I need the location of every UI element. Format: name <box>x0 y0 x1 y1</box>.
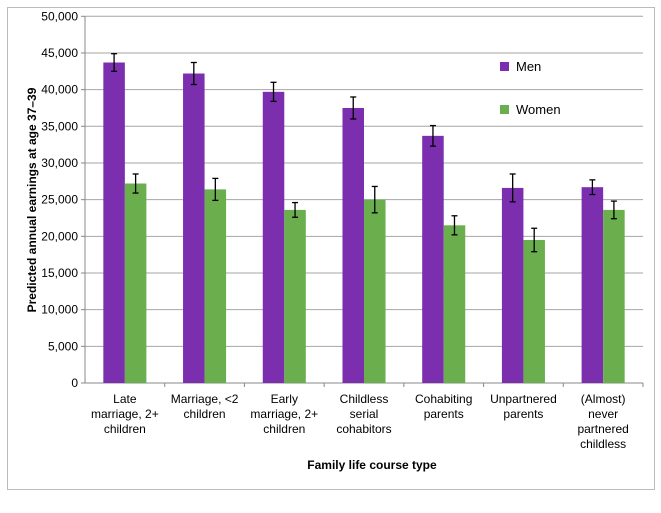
y-tick-label: 15,000 <box>41 266 78 280</box>
x-tick-label: Late <box>113 392 137 406</box>
x-tick-label: never <box>588 407 618 421</box>
bar-women <box>523 239 545 383</box>
x-tick-label: parents <box>503 407 543 421</box>
bar-women <box>284 209 306 383</box>
x-tick-label: children <box>184 407 226 421</box>
x-tick-label: Cohabiting <box>415 392 472 406</box>
x-tick-label: parents <box>424 407 464 421</box>
legend-swatch-men <box>500 62 509 71</box>
bar-women <box>603 209 625 383</box>
y-tick-label: 20,000 <box>41 229 78 243</box>
bar-men <box>262 91 285 383</box>
bar-men <box>183 73 205 384</box>
legend-label-women: Women <box>516 102 561 117</box>
x-tick-label: children <box>263 422 305 436</box>
x-tick-label: partnered <box>577 422 628 436</box>
y-tick-label: 5,000 <box>48 339 78 353</box>
x-tick-label: cohabitors <box>336 422 391 436</box>
x-tick-label: marriage, 2+ <box>91 407 159 421</box>
bar-men <box>342 107 364 383</box>
x-tick-label: children <box>104 422 146 436</box>
legend-label-men: Men <box>516 59 541 74</box>
bar-men <box>422 135 444 383</box>
y-tick-label: 50,000 <box>41 9 78 23</box>
y-tick-label: 10,000 <box>41 303 78 317</box>
y-tick-label: 25,000 <box>41 193 78 207</box>
bar-women <box>124 183 147 383</box>
bar-women <box>364 199 386 383</box>
y-tick-label: 45,000 <box>41 46 78 60</box>
x-tick-label: marriage, 2+ <box>250 407 318 421</box>
y-axis-label: Predicted annual earnings at age 37–39 <box>25 87 39 312</box>
x-tick-label: Childless <box>340 392 389 406</box>
bar-men <box>501 187 524 383</box>
y-tick-label: 30,000 <box>41 156 78 170</box>
bar-men <box>581 187 604 383</box>
x-tick-label: childless <box>580 437 626 451</box>
x-axis-label: Family life course type <box>307 458 437 472</box>
y-tick-label: 40,000 <box>41 83 78 97</box>
x-tick-label: Unpartnered <box>490 392 557 406</box>
legend: Men Women <box>500 59 561 117</box>
y-tick-label: 35,000 <box>41 119 78 133</box>
y-tick-label: 0 <box>71 376 78 390</box>
bar-women <box>443 225 466 383</box>
x-tick-label: Early <box>271 392 298 406</box>
bar-men <box>103 62 125 383</box>
x-tick-label: (Almost) <box>581 392 626 406</box>
x-tick-label: Marriage, <2 <box>171 392 239 406</box>
bar-women <box>204 189 227 383</box>
x-tick-label: serial <box>350 407 379 421</box>
legend-swatch-women <box>500 105 509 114</box>
